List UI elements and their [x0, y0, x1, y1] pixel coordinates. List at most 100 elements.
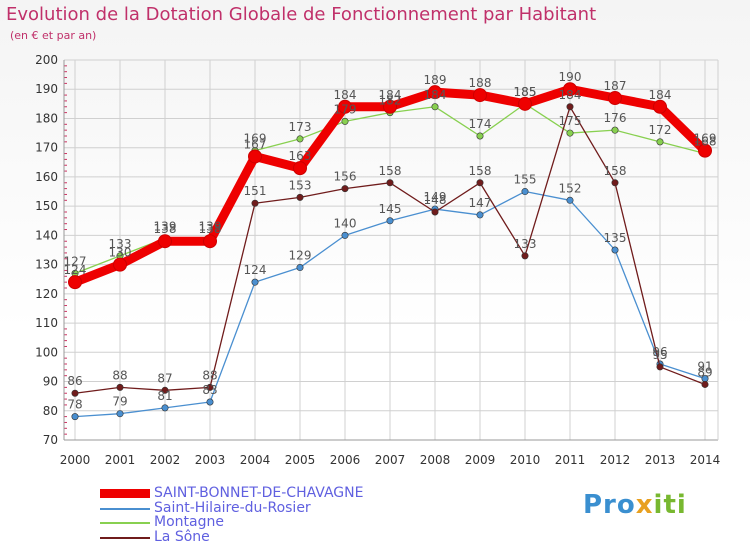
data-point [608, 91, 622, 105]
legend-item-saint-bonnet: SAINT-BONNET-DE-CHAVAGNE [100, 486, 363, 501]
data-label: 139 [154, 219, 177, 233]
data-point [518, 96, 532, 111]
data-label: 124 [244, 263, 267, 277]
data-point [386, 179, 394, 187]
y-tick-label: 120 [35, 287, 58, 301]
x-tick-label: 2014 [690, 453, 721, 467]
data-label: 187 [604, 79, 627, 93]
data-point [431, 103, 439, 111]
data-label: 87 [157, 371, 172, 385]
data-point [296, 264, 304, 272]
data-label: 83 [202, 383, 217, 397]
y-tick-label: 190 [35, 82, 58, 96]
data-label: 140 [334, 216, 357, 230]
data-point [341, 231, 349, 239]
data-label: 173 [289, 120, 312, 134]
logo-part: x [635, 490, 654, 520]
legend-label: SAINT-BONNET-DE-CHAVAGNE [154, 485, 364, 501]
data-point [158, 234, 172, 249]
data-point [563, 82, 577, 97]
x-tick-label: 2006 [330, 453, 361, 467]
data-point [386, 217, 394, 225]
data-point [521, 188, 529, 196]
x-tick-label: 2010 [510, 453, 541, 467]
data-point [611, 246, 619, 254]
y-tick-label: 200 [35, 53, 58, 67]
chart-subtitle: (en € et par an) [10, 29, 97, 42]
data-label: 96 [652, 345, 667, 359]
data-point [341, 185, 349, 193]
data-point [296, 135, 304, 143]
data-label: 163 [289, 149, 312, 163]
data-point [476, 132, 484, 140]
legend-swatch [100, 507, 150, 510]
data-label: 188 [469, 76, 492, 90]
data-label: 79 [112, 395, 127, 409]
data-label: 155 [514, 173, 537, 187]
data-point [698, 143, 712, 158]
y-tick-label: 100 [35, 345, 58, 359]
data-label: 138 [154, 222, 177, 236]
data-point [341, 117, 349, 125]
data-point [611, 179, 619, 187]
data-label: 149 [424, 190, 447, 204]
data-label: 145 [379, 202, 402, 216]
data-label: 151 [244, 184, 267, 198]
data-label: 167 [244, 137, 267, 151]
y-tick-label: 70 [43, 433, 58, 447]
y-tick-label: 160 [35, 170, 58, 184]
data-point [338, 99, 352, 114]
y-tick-label: 170 [35, 141, 58, 155]
data-label: 88 [202, 368, 217, 382]
data-point [476, 179, 484, 187]
y-tick-label: 130 [35, 258, 58, 272]
data-point [473, 88, 487, 103]
data-point [71, 413, 79, 421]
logo-part: Pro [583, 490, 636, 520]
data-point [656, 138, 664, 146]
data-label: 133 [514, 237, 537, 251]
data-point [251, 199, 259, 207]
data-label: 182 [379, 94, 402, 108]
data-label: 147 [469, 196, 492, 210]
data-point [383, 99, 397, 114]
x-tick-label: 2013 [645, 453, 676, 467]
data-label: 78 [67, 398, 82, 412]
data-point [248, 149, 262, 164]
logo-part: iti [653, 490, 687, 520]
data-point [611, 126, 619, 134]
data-label: 152 [559, 181, 582, 195]
data-point [68, 275, 82, 290]
x-tick-label: 2008 [420, 453, 451, 467]
y-tick-label: 80 [43, 404, 58, 418]
data-point [203, 234, 217, 249]
data-label: 86 [67, 374, 82, 388]
data-label: 88 [112, 368, 127, 382]
data-label: 174 [469, 117, 492, 131]
x-tick-label: 2004 [240, 453, 271, 467]
data-point [476, 211, 484, 219]
data-point [701, 380, 709, 388]
data-point [431, 208, 439, 216]
data-label: 124 [64, 263, 87, 277]
data-label: 185 [514, 85, 537, 99]
data-label: 172 [649, 123, 672, 137]
data-point [206, 398, 214, 406]
legend-label: Saint-Hilaire-du-Rosier [154, 500, 311, 516]
x-tick-label: 2005 [285, 453, 316, 467]
x-tick-label: 2012 [600, 453, 631, 467]
legend-item-la-sone: La Sône [100, 530, 210, 545]
legend-swatch [100, 536, 150, 539]
data-point [116, 410, 124, 418]
data-label: 129 [289, 249, 312, 263]
data-label: 175 [559, 114, 582, 128]
data-label: 148 [424, 193, 447, 207]
data-label: 169 [694, 132, 717, 146]
data-label: 135 [604, 231, 627, 245]
data-label: 138 [199, 222, 222, 236]
x-tick-label: 2001 [105, 453, 136, 467]
data-point [566, 103, 574, 111]
x-tick-label: 2011 [555, 453, 586, 467]
